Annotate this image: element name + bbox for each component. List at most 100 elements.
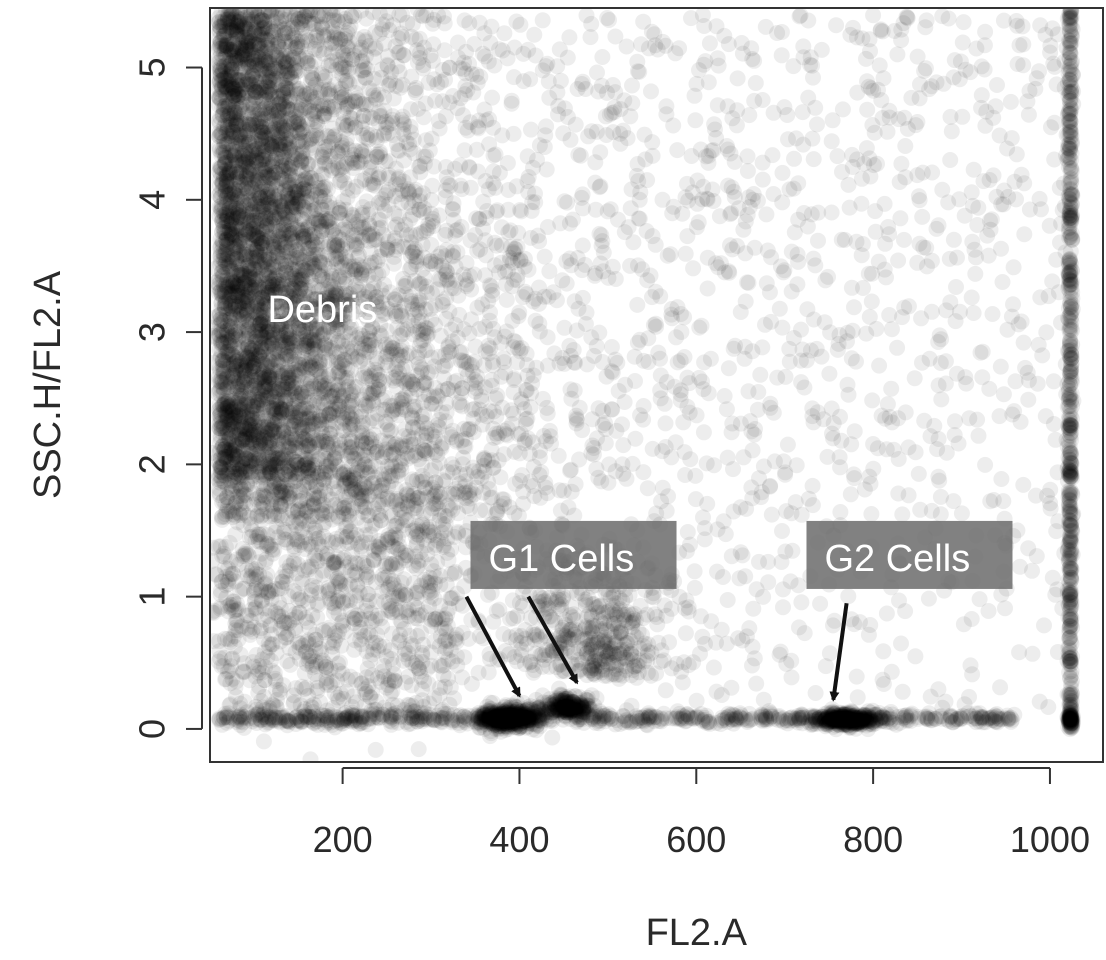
- scatter-point: [230, 72, 247, 88]
- scatter-point: [823, 204, 840, 221]
- scatter-point: [677, 245, 694, 262]
- scatter-point: [216, 15, 233, 32]
- scatter-point: [334, 159, 351, 176]
- scatter-point: [275, 41, 292, 58]
- scatter-point: [218, 125, 235, 142]
- scatter-point: [310, 8, 327, 24]
- scatter-point: [248, 393, 265, 410]
- scatter-point: [252, 110, 269, 127]
- scatter-point: [853, 195, 870, 212]
- scatter-point: [265, 238, 282, 255]
- scatter-point: [223, 157, 240, 173]
- scatter-point: [267, 164, 284, 181]
- scatter-point: [238, 49, 255, 66]
- scatter-point: [289, 183, 306, 200]
- scatter-point: [216, 44, 232, 61]
- scatter-point: [220, 285, 237, 302]
- scatter-point: [251, 82, 268, 99]
- scatter-point: [230, 399, 247, 416]
- scatter-point: [695, 424, 712, 441]
- scatter-point: [320, 406, 337, 423]
- scatter-point: [357, 69, 374, 86]
- scatter-point: [241, 159, 258, 176]
- scatter-point: [1016, 226, 1033, 243]
- scatter-point: [819, 448, 836, 465]
- scatter-point: [241, 96, 258, 113]
- scatter-point: [679, 369, 696, 386]
- scatter-point: [260, 189, 276, 206]
- scatter-point: [260, 390, 276, 407]
- scatter-point: [309, 236, 326, 253]
- scatter-point: [224, 210, 241, 227]
- scatter-point: [254, 107, 271, 124]
- scatter-point: [298, 332, 314, 349]
- scatter-point: [264, 197, 281, 213]
- scatter-point: [236, 365, 253, 382]
- scatter-point: [306, 107, 323, 123]
- scatter-point: [218, 38, 235, 54]
- scatter-point: [1015, 36, 1032, 53]
- scatter-point: [215, 276, 232, 293]
- scatter-point: [465, 84, 482, 101]
- scatter-point: [326, 311, 343, 328]
- scatter-point: [234, 47, 251, 63]
- scatter-point: [230, 331, 247, 348]
- scatter-point: [259, 324, 276, 341]
- scatter-point: [257, 267, 274, 284]
- scatter-point: [273, 241, 290, 258]
- scatter-point: [216, 467, 233, 484]
- scatter-point: [263, 335, 280, 351]
- scatter-point: [525, 159, 541, 176]
- scatter-point: [705, 659, 722, 676]
- scatter-point: [893, 635, 909, 652]
- scatter-point: [257, 207, 274, 224]
- scatter-point: [220, 325, 237, 341]
- scatter-point: [216, 288, 233, 305]
- scatter-point: [319, 442, 336, 459]
- scatter-point: [237, 82, 254, 99]
- scatter-point: [372, 212, 389, 228]
- scatter-point: [269, 227, 286, 244]
- scatter-point: [230, 378, 247, 395]
- scatter-point: [222, 153, 239, 170]
- scatter-point: [211, 420, 228, 437]
- scatter-point: [970, 427, 987, 444]
- scatter-point: [301, 254, 318, 271]
- scatter-point: [311, 188, 328, 205]
- scatter-point: [1032, 17, 1049, 34]
- scatter-point: [218, 47, 235, 64]
- scatter-point: [249, 343, 266, 360]
- scatter-point: [992, 358, 1009, 375]
- scatter-point: [942, 152, 959, 168]
- scatter-point: [232, 126, 249, 143]
- scatter-point: [283, 426, 300, 443]
- scatter-point: [266, 295, 283, 312]
- scatter-point: [582, 29, 599, 46]
- scatter-point: [237, 431, 253, 448]
- scatter-point: [218, 322, 235, 339]
- scatter-point: [254, 267, 271, 284]
- scatter-point: [230, 436, 247, 453]
- scatter-point: [235, 401, 252, 418]
- scatter-point: [315, 202, 332, 218]
- scatter-point: [247, 228, 264, 244]
- scatter-point: [842, 486, 859, 503]
- scatter-point: [1020, 391, 1037, 408]
- scatter-point: [256, 368, 273, 385]
- scatter-point: [583, 123, 600, 140]
- scatter-point: [682, 451, 699, 468]
- scatter-point: [224, 142, 241, 159]
- scatter-point: [240, 328, 257, 345]
- scatter-point: [277, 447, 294, 464]
- scatter-point: [840, 588, 857, 605]
- scatter-point: [216, 252, 233, 269]
- scatter-point: [239, 170, 256, 187]
- scatter-point: [285, 198, 302, 215]
- scatter-point: [246, 25, 263, 42]
- scatter-point: [221, 253, 238, 270]
- scatter-point: [227, 86, 244, 102]
- scatter-point: [233, 306, 250, 323]
- scatter-point: [993, 471, 1010, 487]
- scatter-point: [237, 188, 254, 204]
- scatter-point: [325, 251, 342, 268]
